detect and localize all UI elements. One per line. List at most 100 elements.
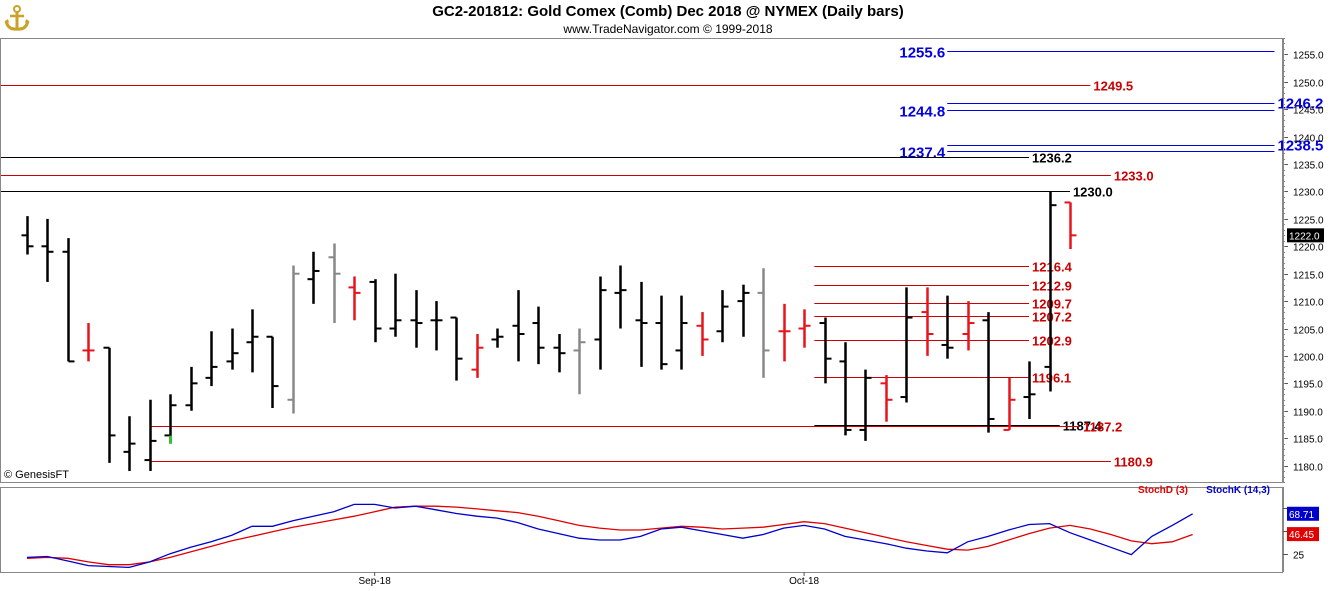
price-bar-29 <box>614 265 627 329</box>
price-bar-21 <box>450 316 463 381</box>
price-tick-label: 1240.0 <box>1293 134 1324 145</box>
price-bar-48 <box>1003 377 1016 431</box>
price-bar-4 <box>103 346 116 463</box>
date-tick-label: Oct-18 <box>789 576 819 587</box>
price-panel-border <box>0 38 1283 483</box>
stoch-value-tag <box>1287 506 1319 521</box>
price-bar-13 <box>287 265 300 414</box>
price-tick-label: 1230.0 <box>1293 188 1324 199</box>
price-bar-20 <box>430 301 443 351</box>
price-tick-label: 1225.0 <box>1293 216 1324 227</box>
last-price-tag <box>1287 228 1324 243</box>
level-label-1187.4: 1187.4 <box>1063 419 1103 434</box>
price-bar-49 <box>1023 361 1036 419</box>
stoch-tick-label: 25 <box>1293 551 1305 562</box>
price-axis: 1180.0 1185.0 1190.0 1195.0 1200.0 1205.0 1210… <box>1283 38 1324 483</box>
price-panel <box>0 38 1283 483</box>
price-bar-25 <box>532 306 545 365</box>
price-tick-label: 1250.0 <box>1293 79 1324 90</box>
price-bar-27 <box>573 328 586 395</box>
price-bar-36 <box>757 268 770 378</box>
price-bar-8 <box>185 366 198 411</box>
date-axis: Sep-18 Oct-18 <box>0 572 1283 587</box>
level-label-1233.0: 1233.0 <box>1114 169 1154 184</box>
price-bar-39 <box>819 317 832 384</box>
level-label-1207.2: 1207.2 <box>1032 310 1072 325</box>
price-bar-32 <box>675 295 688 370</box>
price-bar-6 <box>144 399 157 472</box>
price-bar-28 <box>594 276 607 370</box>
price-tick-label: 1185.0 <box>1293 435 1323 446</box>
stoch-series-0 <box>26 505 1193 566</box>
level-label-1238.5: 1238.5 <box>1277 138 1323 155</box>
stoch-value-tag <box>1287 527 1319 542</box>
level-label-1187.2: 1187.2 <box>1083 420 1122 435</box>
price-bar-50 <box>1044 191 1057 392</box>
level-label-1212.9: 1212.9 <box>1032 279 1072 294</box>
price-bar-7 <box>164 394 177 444</box>
price-bar-37 <box>778 303 791 362</box>
price-bar-42 <box>880 375 893 422</box>
price-bar-23 <box>491 328 504 348</box>
level-label-1246.2: 1246.2 <box>1277 96 1323 113</box>
price-bar-44 <box>921 287 934 356</box>
level-label-1255.6: 1255.6 <box>899 45 945 62</box>
price-bar-12 <box>266 335 279 408</box>
price-bar-0 <box>21 216 34 255</box>
watermark-text: © GenesisFT <box>4 469 69 481</box>
level-label-1237.4: 1237.4 <box>899 145 946 162</box>
stoch-value-label: 68.71 <box>1289 510 1314 521</box>
price-tick-label: 1235.0 <box>1293 161 1324 172</box>
price-tick-label: 1200.0 <box>1293 353 1324 364</box>
price-bars <box>21 191 1077 472</box>
chart-header: GC2-201812: Gold Comex (Comb) Dec 2018 @… <box>0 0 1336 38</box>
chart-title: GC2-201812: Gold Comex (Comb) Dec 2018 @… <box>432 3 904 20</box>
price-bar-2 <box>62 238 75 363</box>
price-bar-3 <box>82 323 95 362</box>
price-bar-16 <box>348 276 361 321</box>
level-label-1180.9: 1180.9 <box>1114 455 1153 470</box>
price-tick-label: 1205.0 <box>1293 326 1324 337</box>
price-bar-1 <box>41 218 54 282</box>
level-label-1236.2: 1236.2 <box>1032 151 1072 166</box>
date-tick-label: Sep-18 <box>359 576 392 587</box>
stoch-value-label: 46.45 <box>1289 530 1314 541</box>
price-tick-label: 1190.0 <box>1293 408 1323 419</box>
price-tick-label: 1255.0 <box>1293 51 1324 62</box>
price-bar-17 <box>369 279 382 343</box>
price-tick-label: 1245.0 <box>1293 106 1324 117</box>
price-tick-label: 1220.0 <box>1293 243 1324 254</box>
last-price-label: 1222.0 <box>1289 231 1320 242</box>
price-bar-41 <box>859 369 872 441</box>
stochastic-lines: StochD (3) StochK (14,3) <box>26 485 1270 569</box>
level-label-1244.8: 1244.8 <box>899 104 945 121</box>
price-bar-11 <box>246 309 259 373</box>
chart-subtitle: www.TradeNavigator.com © 1999-2018 <box>563 22 773 36</box>
price-bar-24 <box>512 290 525 362</box>
price-tick-label: 1180.0 <box>1293 463 1323 474</box>
price-bar-30 <box>635 281 648 367</box>
level-label-1202.9: 1202.9 <box>1032 334 1072 349</box>
stoch-legend-k: StochK (14,3) <box>1206 485 1270 496</box>
price-tick-label: 1215.0 <box>1293 271 1324 282</box>
price-bar-40 <box>839 342 852 436</box>
price-bar-14 <box>307 251 320 304</box>
price-bar-33 <box>696 312 709 356</box>
price-bar-18 <box>389 273 402 337</box>
price-bar-31 <box>655 295 668 370</box>
anchor-logo-icon <box>4 5 30 31</box>
price-bar-26 <box>553 334 566 373</box>
price-bar-43 <box>900 287 913 403</box>
price-bar-45 <box>941 295 954 359</box>
price-bar-15 <box>328 243 341 324</box>
stoch-legend-d: StochD (3) <box>1138 485 1188 496</box>
level-label-1249.5: 1249.5 <box>1093 79 1133 94</box>
level-label-1216.4: 1216.4 <box>1032 260 1073 275</box>
price-tick-label: 1210.0 <box>1293 298 1324 309</box>
price-bar-10 <box>226 328 239 370</box>
price-bar-34 <box>716 290 729 343</box>
price-bar-51 <box>1064 201 1077 250</box>
price-bar-47 <box>982 312 995 433</box>
